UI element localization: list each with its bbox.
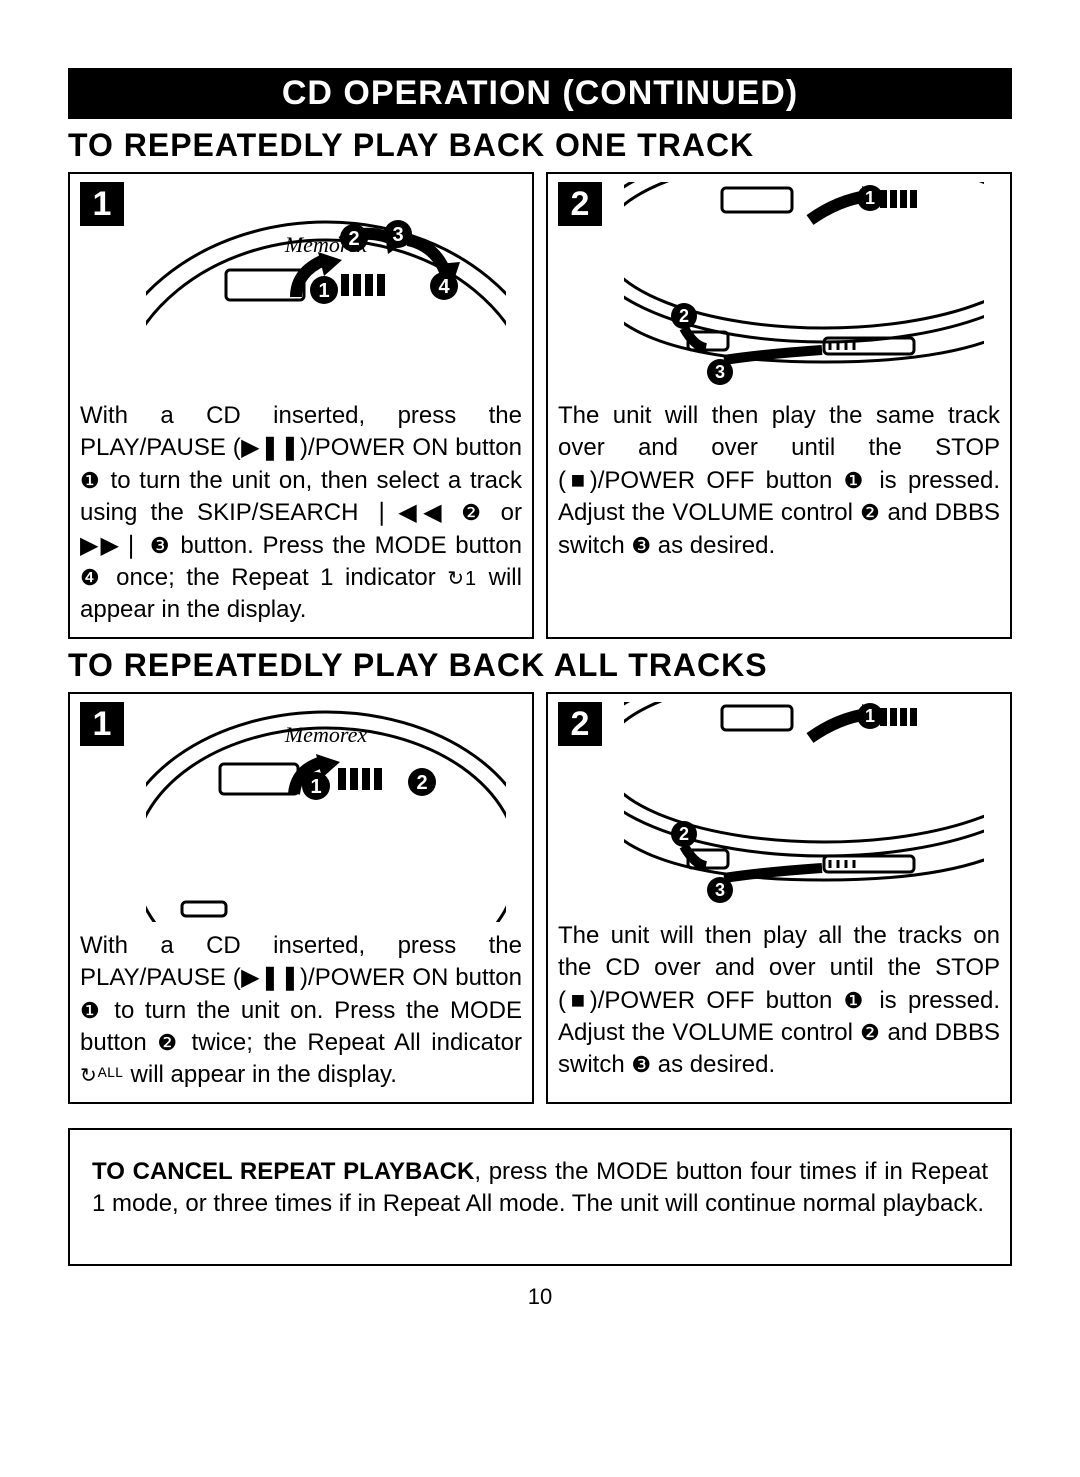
svg-text:3: 3 xyxy=(392,224,403,246)
section1-step2-panel: 2 xyxy=(546,172,1012,639)
cancel-bold: TO CANCEL REPEAT PLAYBACK xyxy=(92,1158,474,1185)
section1-row: 1 Memorex xyxy=(68,172,1012,639)
cd-player-side-icon: 1 2 3 xyxy=(608,182,1000,392)
section2-heading: TO REPEATEDLY PLAY BACK ALL TRACKS xyxy=(68,647,1012,684)
svg-text:1: 1 xyxy=(865,706,875,726)
cd-player-side-icon: 1 2 3 xyxy=(608,702,1000,912)
step-badge: 1 xyxy=(80,702,124,746)
step-badge: 2 xyxy=(558,182,602,226)
section2-step1-text: With a CD inserted, press the PLAY/PAUSE… xyxy=(80,930,522,1092)
section2-step2-panel: 2 xyxy=(546,692,1012,1104)
step-badge: 1 xyxy=(80,182,124,226)
section2-row: 1 Memorex 1 xyxy=(68,692,1012,1104)
header-title: CD OPERATION (CONTINUED) xyxy=(68,68,1012,119)
section2-step2-text: The unit will then play all the tracks o… xyxy=(558,920,1000,1082)
section1-step1-text: With a CD inserted, press the PLAY/PAUSE… xyxy=(80,400,522,627)
svg-text:1: 1 xyxy=(310,776,321,798)
section1-heading: TO REPEATEDLY PLAY BACK ONE TRACK xyxy=(68,127,1012,164)
svg-text:2: 2 xyxy=(416,772,427,794)
svg-text:1: 1 xyxy=(318,280,329,302)
cancel-box: TO CANCEL REPEAT PLAYBACK, press the MOD… xyxy=(68,1128,1012,1267)
svg-text:2: 2 xyxy=(679,824,689,844)
cd-player-top-icon: Memorex 1 2 xyxy=(130,702,522,922)
svg-text:2: 2 xyxy=(348,228,359,250)
section2-step1-panel: 1 Memorex 1 xyxy=(68,692,534,1104)
svg-text:Memorex: Memorex xyxy=(284,722,367,747)
section1-step2-text: The unit will then play the same track o… xyxy=(558,400,1000,562)
step-badge: 2 xyxy=(558,702,602,746)
svg-text:4: 4 xyxy=(438,276,450,298)
section1-step1-panel: 1 Memorex xyxy=(68,172,534,639)
svg-text:3: 3 xyxy=(715,362,725,382)
svg-text:1: 1 xyxy=(865,188,875,208)
svg-text:2: 2 xyxy=(679,306,689,326)
cd-player-top-icon: Memorex xyxy=(130,182,522,392)
svg-text:3: 3 xyxy=(715,880,725,900)
page-number: 10 xyxy=(68,1284,1012,1310)
